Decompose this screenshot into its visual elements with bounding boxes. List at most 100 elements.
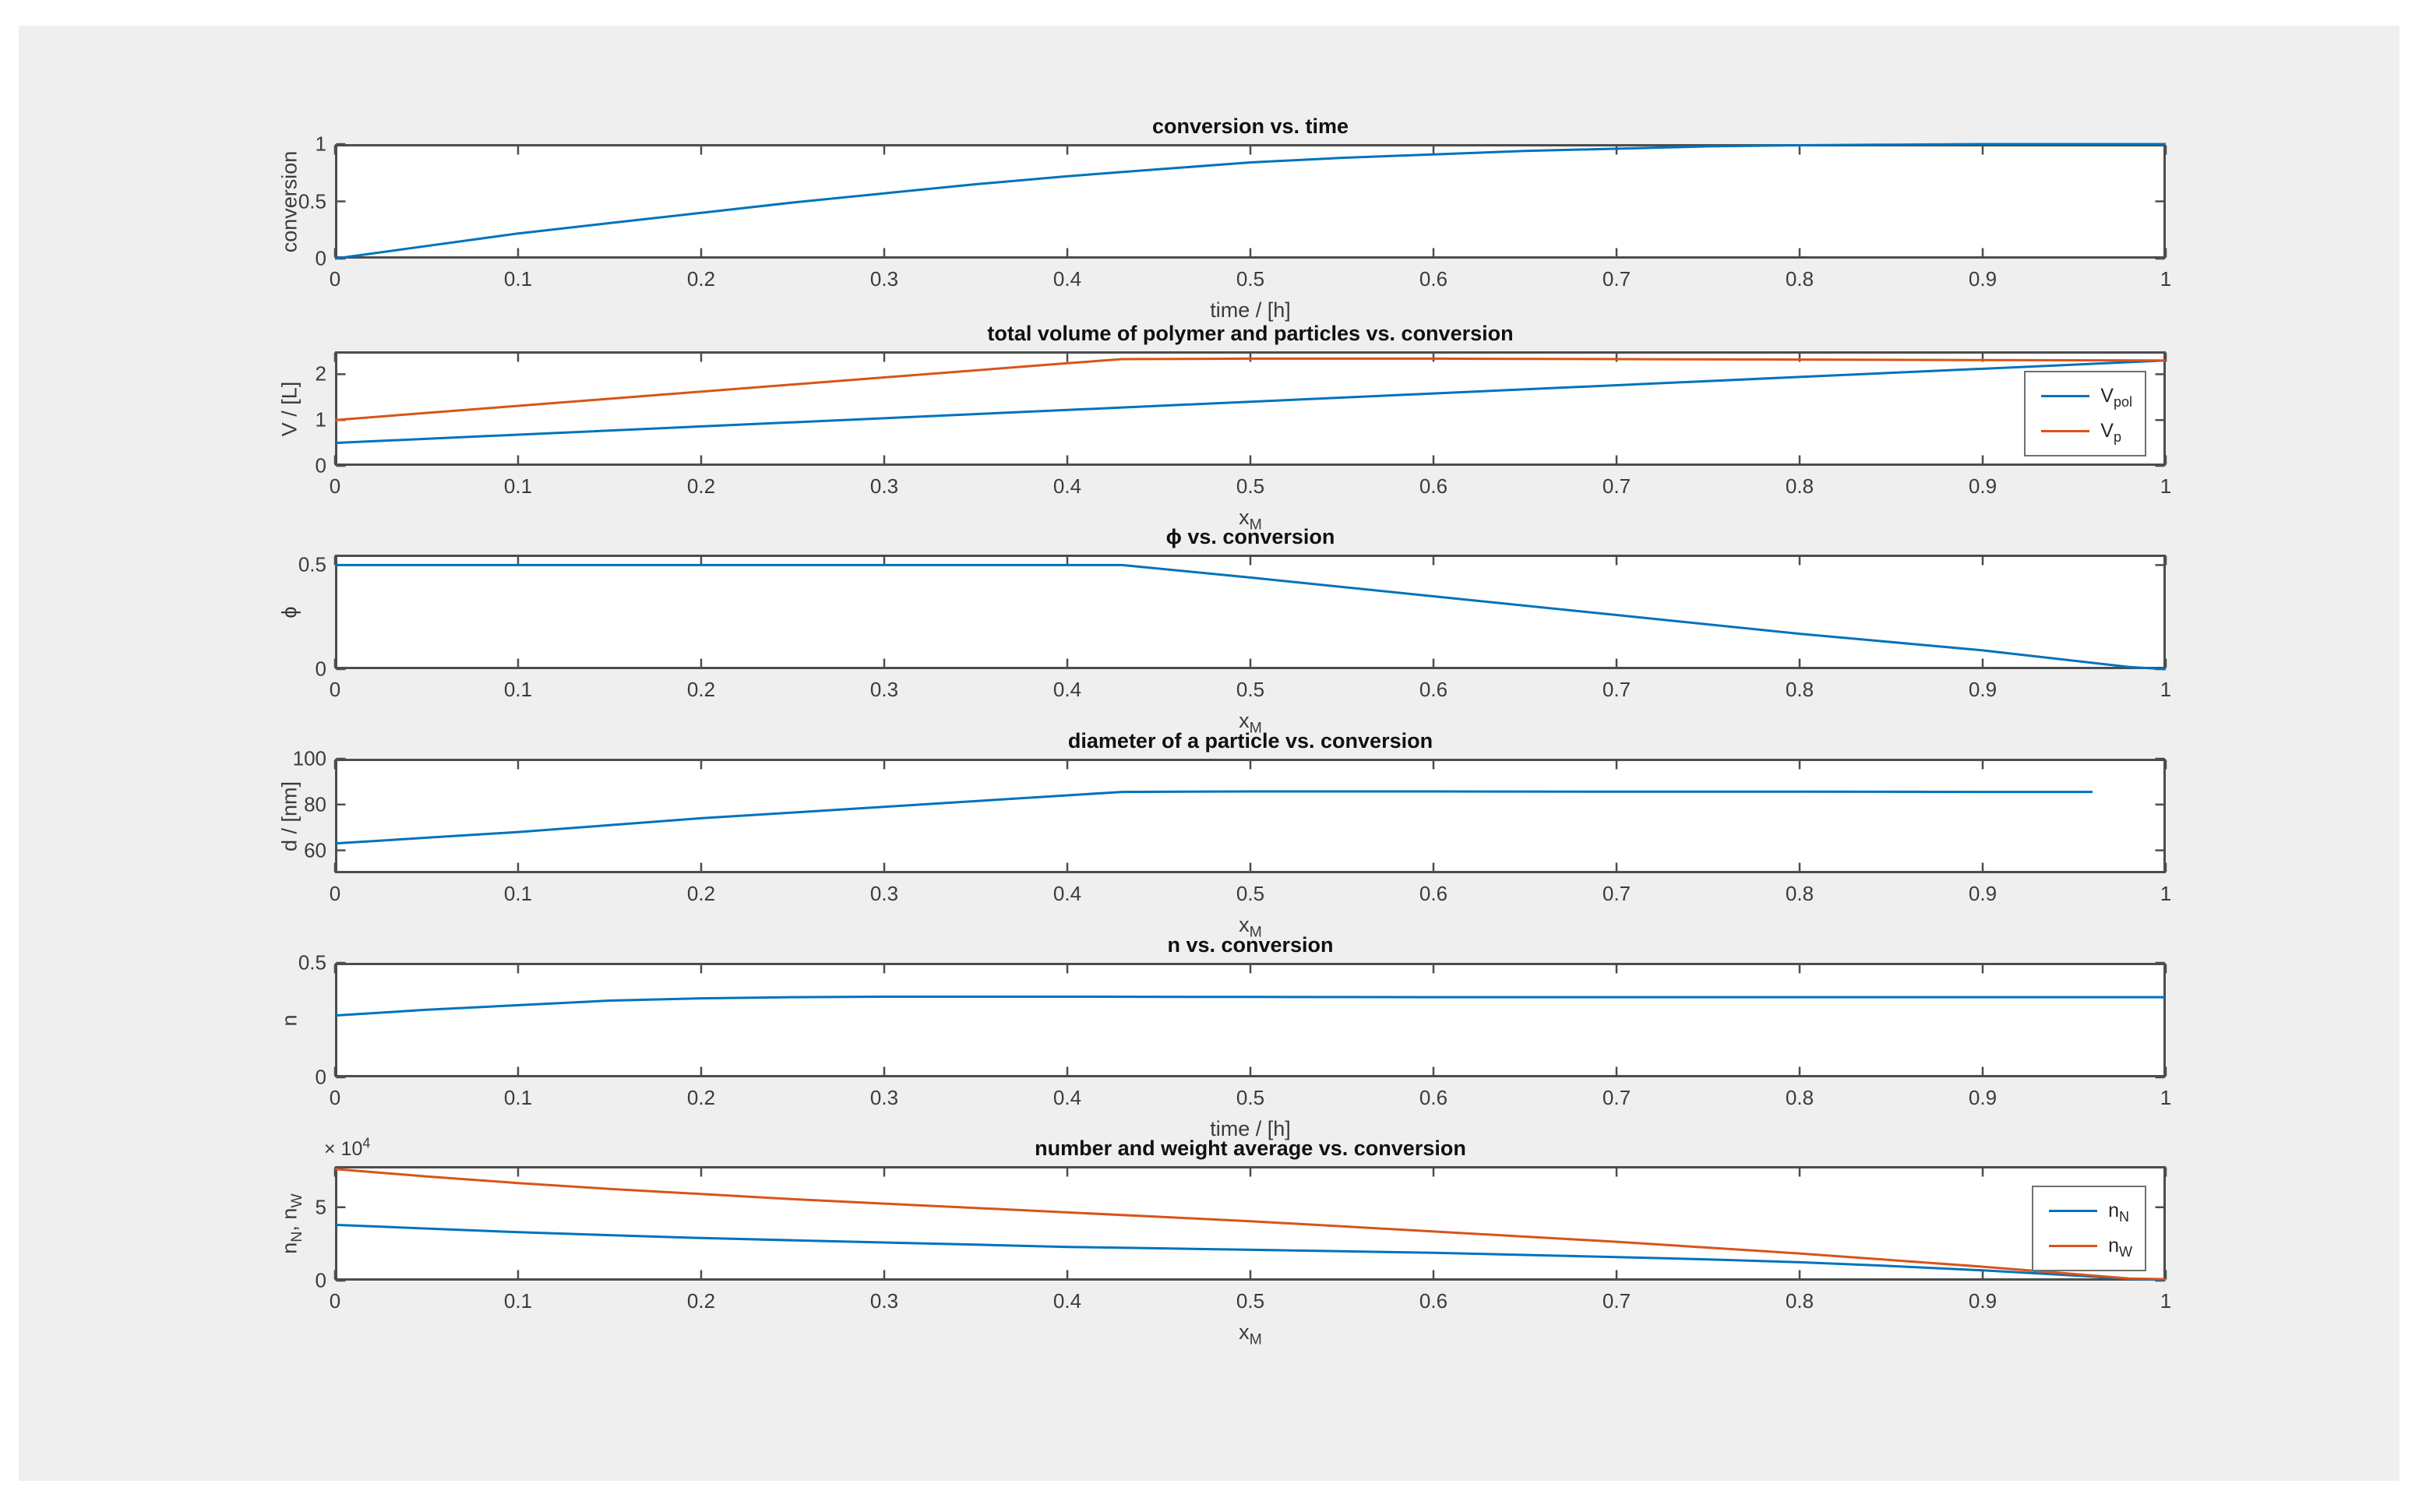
x-tick-label: 1 — [2160, 882, 2172, 905]
y-tick-label: 5 — [315, 1195, 326, 1219]
legend-box: nN nW — [2032, 1186, 2146, 1271]
x-tick-label: 0.5 — [1236, 678, 1265, 701]
x-tick-label: 1 — [2160, 1086, 2172, 1109]
axes-box — [335, 351, 2166, 466]
x-tick-label: 0.4 — [1053, 678, 1082, 701]
x-tick-label: 0.4 — [1053, 474, 1082, 498]
series-line-n_W — [334, 1168, 2167, 1281]
plot-area — [333, 961, 2167, 1079]
y-tick-label: 1 — [315, 407, 326, 432]
x-tick-label: 0.6 — [1419, 1289, 1448, 1313]
plot-title: n vs. conversion — [1167, 933, 1334, 957]
plot-area — [333, 143, 2167, 260]
x-tick-label: 0.3 — [869, 1086, 899, 1109]
plot-area — [333, 1166, 2167, 1282]
x-tick-label: 1 — [2160, 1289, 2172, 1313]
x-tick-label: 0.3 — [869, 474, 899, 498]
x-tick-label: 0.1 — [503, 882, 533, 905]
subplot-diameter-vs-conversion: diameter of a particle vs. conversion d … — [278, 729, 2172, 939]
x-tick-label: 0.2 — [686, 474, 716, 498]
y-axis-label: d / [nm] — [277, 781, 301, 851]
y-tick-label: 0.5 — [298, 950, 326, 975]
y-tick-label: 0 — [315, 1065, 326, 1089]
x-tick-label: 0.5 — [1236, 1086, 1265, 1109]
y-tick-label: 0 — [315, 453, 326, 478]
subplot-n-vs-conversion: n vs. conversion n time / [h] 0 0.1 0.2 0.3… — [278, 933, 2172, 1140]
x-tick-label: 0 — [329, 1086, 341, 1109]
x-tick-label: 0.4 — [1053, 1086, 1082, 1109]
legend-label: nN — [2108, 1200, 2129, 1225]
x-tick-label: 0.5 — [1236, 1289, 1265, 1313]
series-line-conversion — [334, 143, 2166, 260]
axes-box — [335, 1166, 2166, 1281]
series-line-V_pol — [334, 359, 2167, 445]
legend-line-sample — [2041, 395, 2090, 397]
x-tick-label: 0 — [329, 474, 341, 498]
x-axis-label: xM — [1239, 913, 1262, 941]
x-tick-label: 0.7 — [1602, 678, 1631, 701]
x-tick-label: 0.4 — [1053, 882, 1082, 905]
x-tick-label: 0.8 — [1785, 678, 1814, 701]
legend-line-sample — [2049, 1245, 2098, 1247]
legend-entry: nW — [2049, 1235, 2132, 1260]
x-tick-label: 0.3 — [869, 1289, 899, 1313]
x-tick-label: 0.6 — [1419, 882, 1448, 905]
x-tick-label: 0.1 — [503, 1086, 533, 1109]
x-tick-label: 0.8 — [1785, 267, 1814, 291]
y-tick-label: 1 — [315, 132, 326, 156]
x-tick-label: 0.1 — [503, 1289, 533, 1313]
x-tick-label: 0.3 — [869, 882, 899, 905]
y-axis-label: n — [277, 1013, 301, 1027]
y-tick-label: 60 — [304, 838, 326, 862]
legend-entry: Vp — [2041, 420, 2132, 445]
x-tick-label: 0.1 — [503, 678, 533, 701]
y-tick-label: 2 — [315, 361, 326, 386]
y-axis-label: ϕ — [277, 605, 301, 619]
x-tick-label: 0.9 — [1968, 1086, 1998, 1109]
y-tick-label: 0 — [315, 1268, 326, 1292]
y-axis-label: V / [L] — [277, 381, 301, 436]
y-axis-label: nN, nW — [277, 1193, 305, 1254]
series-line-n — [334, 996, 2166, 1017]
axes-box — [335, 963, 2166, 1077]
plot-title: diameter of a particle vs. conversion — [1067, 729, 1433, 752]
x-tick-label: 0.2 — [686, 267, 716, 291]
x-tick-label: 0.9 — [1968, 474, 1998, 498]
x-tick-label: 0.8 — [1785, 474, 1814, 498]
plot-title: ϕ vs. conversion — [1165, 525, 1335, 548]
x-tick-label: 0.3 — [869, 267, 899, 291]
x-tick-label: 0.9 — [1968, 1289, 1998, 1313]
x-tick-label: 1 — [2160, 474, 2172, 498]
legend-entry: Vpol — [2041, 385, 2132, 409]
x-tick-label: 0.2 — [686, 1086, 716, 1109]
x-tick-label: 0.7 — [1602, 1289, 1631, 1313]
x-axis-label: xM — [1239, 709, 1262, 737]
x-tick-label: 0.3 — [869, 678, 899, 701]
x-tick-label: 0 — [329, 267, 341, 291]
plot-area — [333, 351, 2167, 467]
series-line-d — [334, 790, 2093, 845]
legend-line-sample — [2049, 1210, 2098, 1212]
y-tick-label: 0 — [315, 657, 326, 681]
x-tick-label: 1 — [2160, 267, 2172, 291]
y-axis-multiplier: × 104 — [324, 1135, 371, 1160]
y-tick-label: 100 — [292, 746, 326, 770]
legend-box: Vpol Vp — [2024, 371, 2146, 456]
x-tick-label: 0.4 — [1053, 267, 1082, 291]
y-tick-label: 0.5 — [298, 189, 326, 213]
x-tick-label: 0.9 — [1968, 678, 1998, 701]
x-tick-label: 1 — [2160, 678, 2172, 701]
x-tick-label: 0.7 — [1602, 267, 1631, 291]
x-tick-label: 0.8 — [1785, 882, 1814, 905]
legend-line-sample — [2041, 430, 2090, 432]
x-tick-label: 0.6 — [1419, 1086, 1448, 1109]
x-tick-label: 0.7 — [1602, 882, 1631, 905]
series-line-V_p — [334, 357, 2167, 421]
legend-label: Vp — [2100, 420, 2121, 445]
legend-label: nW — [2108, 1235, 2132, 1260]
x-tick-label: 0.1 — [503, 474, 533, 498]
x-axis-label: time / [h] — [1210, 298, 1291, 322]
subplot-total-volume-vs-conversion: total volume of polymer and particles vs… — [278, 322, 2172, 532]
x-tick-label: 0.9 — [1968, 882, 1998, 905]
plot-area — [333, 757, 2167, 873]
